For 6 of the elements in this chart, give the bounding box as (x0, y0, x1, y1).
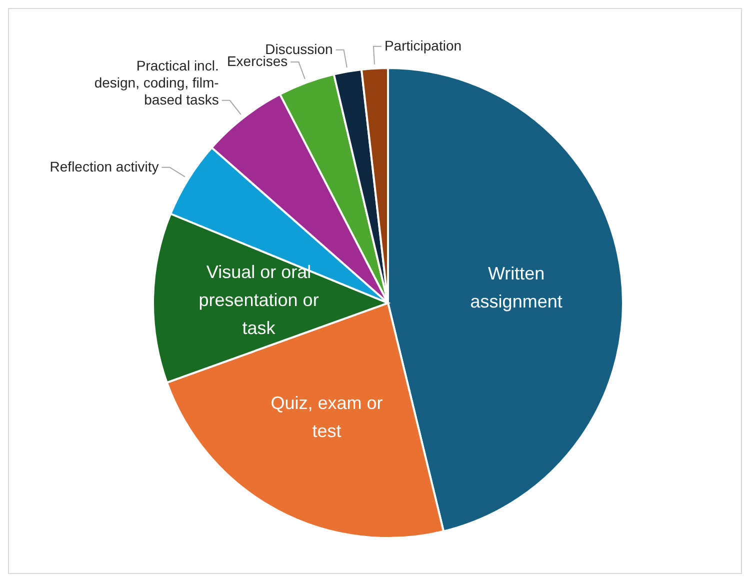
slice-label: Participation (384, 37, 462, 54)
slice-label: Written assignment (470, 264, 562, 312)
slice-label: Visual or oral presentation or task (198, 262, 319, 338)
slice-label: Reflection activity (50, 158, 159, 174)
slice-label: Quiz, exam or test (270, 392, 383, 441)
slice-label: Practical incl. design, coding, film-based tasks (94, 57, 220, 108)
